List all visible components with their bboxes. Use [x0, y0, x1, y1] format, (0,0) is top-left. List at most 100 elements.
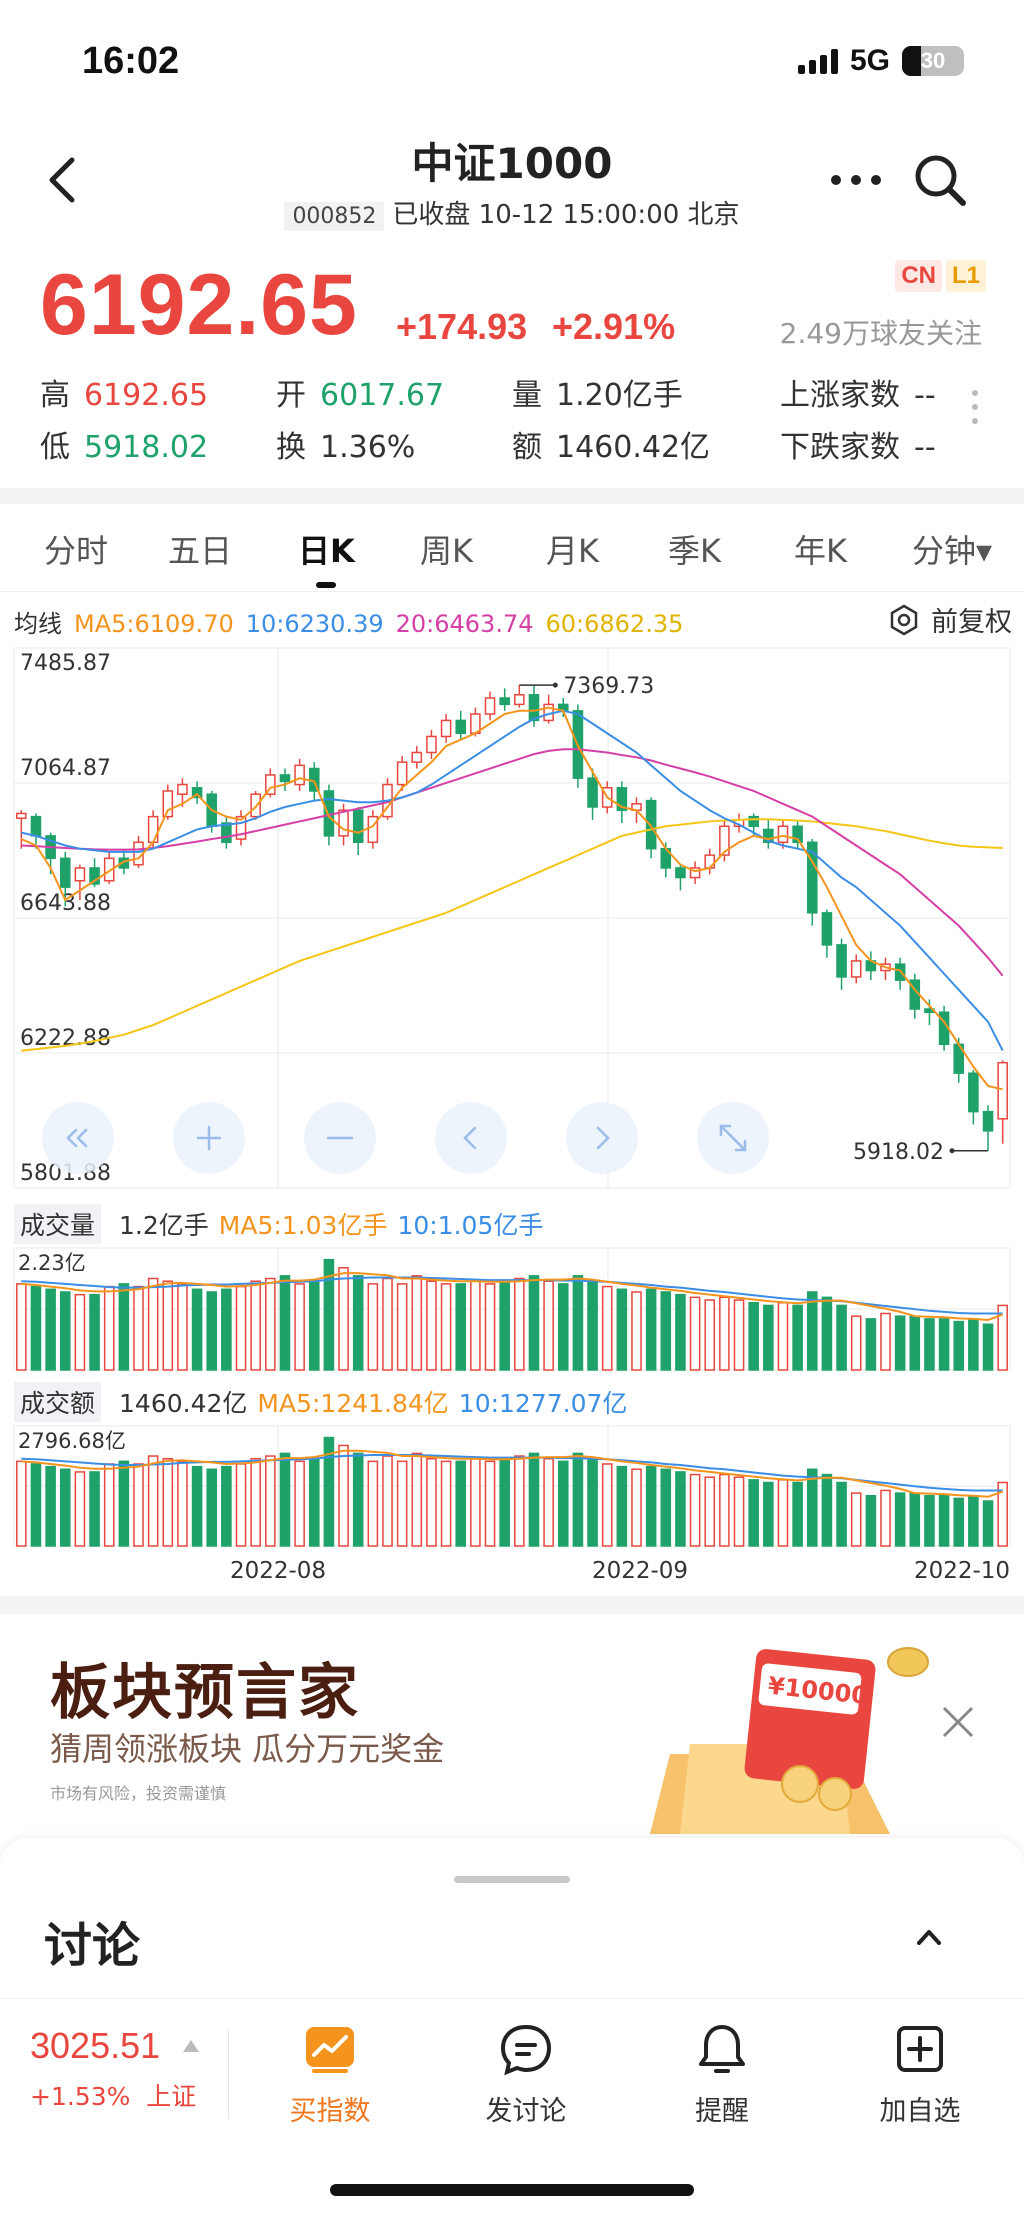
- axis-max-label: 2.23亿: [18, 1251, 86, 1275]
- volume-bar: [763, 1304, 774, 1371]
- ma20-line: [21, 748, 1004, 977]
- divider: [0, 1596, 1024, 1614]
- back-button[interactable]: [38, 150, 88, 210]
- volume-bar: [191, 1288, 203, 1371]
- volume-bar: [777, 1479, 789, 1547]
- price-alert-button[interactable]: 提醒: [642, 2019, 802, 2128]
- volume-bar: [206, 1291, 218, 1371]
- more-button[interactable]: [828, 168, 884, 192]
- volume-bar: [440, 1460, 452, 1547]
- zoom-reset-button[interactable]: [42, 1102, 114, 1174]
- volume-bar: [850, 1315, 862, 1371]
- zoom-in-button[interactable]: [173, 1102, 245, 1174]
- tab-intraday-minutes[interactable]: 分钟▾: [912, 532, 993, 570]
- post-discussion-button[interactable]: 发讨论: [446, 2019, 606, 2128]
- candlestick-chart[interactable]: 7485.877064.876643.886222.885801.887369.…: [0, 636, 1024, 1196]
- adjust-mode-button[interactable]: 前复权: [887, 600, 1012, 639]
- volume-bar: [514, 1455, 525, 1547]
- volume-bar: [147, 1277, 159, 1371]
- settings-icon: [890, 604, 918, 635]
- volume-bar: [880, 1489, 891, 1547]
- pan-right-button[interactable]: [566, 1102, 638, 1174]
- amount-chart[interactable]: 2796.68亿 2022-08 2022-09 2022-10: [0, 1422, 1024, 1590]
- fullscreen-button[interactable]: [697, 1102, 769, 1174]
- volume-bar: [953, 1320, 965, 1371]
- buy-index-label: 买指数: [289, 2096, 371, 2127]
- volume-bar: [426, 1280, 437, 1371]
- search-button[interactable]: [910, 150, 970, 210]
- index-name: 上证: [146, 2082, 197, 2111]
- volume-bar: [631, 1468, 642, 1547]
- volume-bar: [660, 1468, 672, 1547]
- volume-bar: [265, 1277, 276, 1371]
- volume-bar: [74, 1293, 86, 1371]
- volume-bar: [294, 1460, 305, 1547]
- volume-bar: [997, 1304, 1008, 1371]
- chevron-right-icon: [596, 1126, 610, 1150]
- volume-bar: [924, 1494, 935, 1547]
- volume-bar: [909, 1492, 921, 1547]
- candle-body: [997, 1061, 1008, 1120]
- volume-bar: [645, 1288, 657, 1371]
- bottom-toolbar: 3025.51 +1.53% 上证 买指数 发讨论 提醒: [0, 1998, 1024, 2217]
- volume-bar: [162, 1280, 174, 1371]
- discussion-sheet[interactable]: 讨论: [0, 1838, 1024, 1998]
- volume-bar: [719, 1296, 730, 1371]
- tab-weekly-k[interactable]: 周K: [420, 532, 473, 570]
- stat-label: 量: [512, 378, 542, 413]
- stat-value: 1.36%: [320, 430, 416, 465]
- stat-value: 5918.02: [84, 430, 209, 465]
- tab-quarterly-k[interactable]: 季K: [668, 532, 721, 570]
- volume-bar: [733, 1476, 745, 1547]
- volume-bar: [250, 1457, 261, 1547]
- volume-bar: [865, 1318, 877, 1371]
- prize-box-illustration: ¥10000: [650, 1647, 929, 1834]
- tab-minute[interactable]: 分时: [44, 532, 109, 570]
- min-price-label: 5918.02: [853, 1140, 944, 1165]
- volume-bar: [338, 1267, 349, 1371]
- volume-bar: [74, 1471, 86, 1547]
- volume-bar: [103, 1463, 115, 1547]
- sheet-grabber[interactable]: [454, 1876, 570, 1883]
- close-banner-button[interactable]: [938, 1702, 978, 1742]
- promo-banner[interactable]: 板块预言家 猜周领涨板块 瓜分万元奖金 市场有风险，投资需谨慎 ¥10000: [0, 1614, 1024, 1834]
- candle-body: [352, 809, 364, 844]
- axis-max-label: 2796.68亿: [18, 1429, 126, 1453]
- ma5-line: [21, 1449, 1004, 1498]
- volume-bar: [689, 1296, 701, 1371]
- banner-subtitle: 猜周领涨板块 瓜分万元奖金: [50, 1730, 445, 1768]
- plus-icon: [196, 1125, 222, 1151]
- expand-stats-icon[interactable]: [972, 390, 980, 434]
- tab-daily-k[interactable]: 日K: [298, 532, 355, 570]
- volume-bar: [411, 1452, 423, 1547]
- ma5-line: [20, 706, 1003, 1091]
- candle-body: [74, 867, 86, 882]
- candle-body: [777, 825, 789, 844]
- shanghai-index-price[interactable]: 3025.51: [30, 2025, 161, 2066]
- tab-monthly-k[interactable]: 月K: [546, 532, 599, 570]
- date-tick-label: 2022-10: [914, 1558, 1010, 1584]
- volume-bar: [221, 1288, 232, 1371]
- index-change-pct: +1.53%: [30, 2082, 131, 2111]
- expand-discussion-button[interactable]: [914, 1922, 944, 1952]
- add-watchlist-button[interactable]: 加自选: [840, 2019, 1000, 2128]
- ma-label: 均线: [14, 610, 62, 638]
- stat-open: 开 6017.67: [276, 370, 444, 414]
- tab-yearly-k[interactable]: 年K: [794, 532, 847, 570]
- candle-body: [514, 694, 525, 706]
- ma5-value: MA5:6109.70: [74, 610, 234, 638]
- candle-body: [59, 857, 71, 888]
- volume-bar: [938, 1494, 950, 1547]
- volume-bar: [396, 1283, 408, 1371]
- candle-body: [367, 815, 379, 844]
- volume-chart[interactable]: 2.23亿: [0, 1244, 1024, 1374]
- candle-body: [792, 825, 803, 844]
- zoom-out-button[interactable]: [304, 1102, 376, 1174]
- badge-cn: CN: [895, 260, 942, 292]
- volume-bar: [308, 1280, 320, 1371]
- stat-amount: 额 1460.42亿: [512, 422, 710, 466]
- tab-five-day[interactable]: 五日: [168, 532, 233, 570]
- volume-bar: [719, 1473, 730, 1547]
- pan-left-button[interactable]: [435, 1102, 507, 1174]
- buy-index-button[interactable]: 买指数: [250, 2019, 410, 2128]
